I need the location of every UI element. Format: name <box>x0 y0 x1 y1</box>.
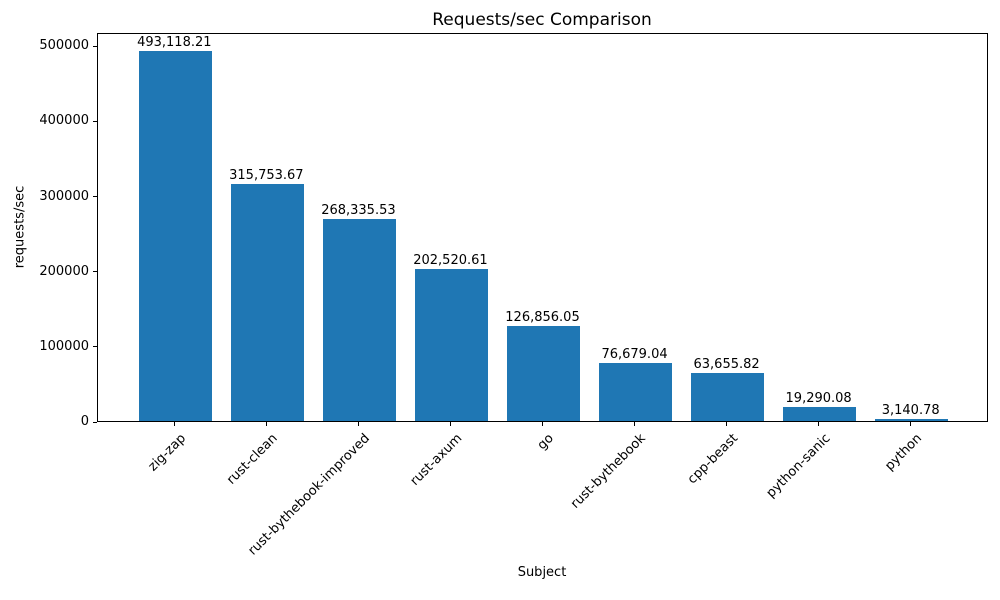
x-tick-mark <box>357 422 359 426</box>
bar-value-label: 126,856.05 <box>505 309 580 325</box>
x-tick-label-rust-bythebook: rust-bythebook <box>568 431 650 512</box>
x-tick-label-python: python <box>882 431 926 474</box>
x-tick-mark <box>265 422 267 426</box>
y-tick-label: 100000 <box>39 338 89 354</box>
x-tick-mark <box>542 422 543 426</box>
x-tick-label-go: go <box>535 431 558 454</box>
y-tick-label: 0 <box>80 414 89 429</box>
x-tick-label-rust-clean: rust-clean <box>224 431 281 488</box>
bar-value-label: 3,140.78 <box>881 402 940 418</box>
x-tick-label-zig-zap: zig-zap <box>145 431 189 475</box>
bar-python <box>874 418 949 421</box>
x-tick-mark <box>634 422 636 426</box>
bar-value-label: 268,335.53 <box>321 203 396 219</box>
bar-value-label: 315,753.67 <box>229 167 304 183</box>
x-tick-label-cpp-beast: cpp-beast <box>685 431 742 488</box>
y-tick-label: 300000 <box>39 188 89 204</box>
x-tick-label-python-sanic: python-sanic <box>763 431 834 501</box>
x-tick-mark <box>726 422 728 426</box>
y-tick-label: 500000 <box>39 38 89 54</box>
x-axis-label: Subject <box>517 565 567 580</box>
chart-title: Requests/sec Comparison <box>432 10 652 30</box>
bar-zig-zap <box>138 50 213 421</box>
bar-rust-bythebook-improved <box>322 219 397 421</box>
bar-cpp-beast <box>690 373 765 421</box>
x-tick-mark <box>173 422 175 426</box>
bar-value-label: 202,520.61 <box>413 252 488 268</box>
y-tick-mark <box>93 271 97 273</box>
bar-python-sanic <box>782 406 857 421</box>
bar-value-label: 19,290.08 <box>785 390 852 406</box>
y-tick-mark <box>93 421 97 423</box>
bar-value-label: 63,655.82 <box>693 357 760 373</box>
bar-rust-axum <box>414 268 489 421</box>
y-tick-label: 400000 <box>39 113 89 129</box>
bar-value-label: 493,118.21 <box>137 34 212 50</box>
plot-area <box>97 33 988 422</box>
y-tick-mark <box>93 120 97 122</box>
bar-value-label: 76,679.04 <box>601 347 668 363</box>
bar-rust-clean <box>230 183 305 421</box>
y-tick-mark <box>93 346 97 348</box>
bar-rust-bythebook <box>598 363 673 421</box>
x-tick-label-rust-axum: rust-axum <box>407 431 466 489</box>
y-tick-label: 200000 <box>39 263 89 279</box>
x-tick-mark <box>818 422 820 426</box>
x-tick-mark <box>910 422 912 426</box>
y-tick-mark <box>93 196 97 198</box>
y-tick-mark <box>93 45 97 47</box>
bar-go <box>506 325 581 421</box>
x-tick-mark <box>449 422 451 426</box>
